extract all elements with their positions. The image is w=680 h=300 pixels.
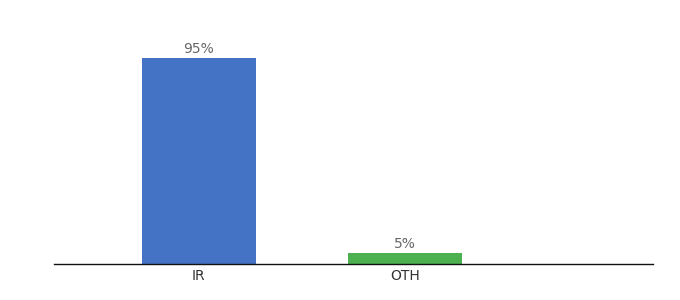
Bar — [348, 253, 462, 264]
Bar — [142, 58, 256, 264]
Text: 5%: 5% — [394, 237, 416, 250]
Text: 95%: 95% — [184, 42, 214, 56]
